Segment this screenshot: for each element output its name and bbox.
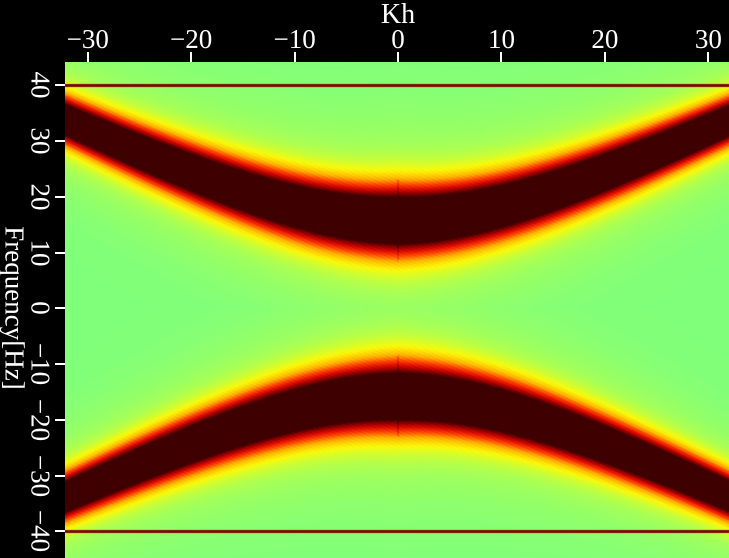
y-tick-label: 10 (25, 239, 56, 267)
x-tick-label: −20 (170, 24, 213, 54)
x-tick-label: 0 (391, 24, 405, 54)
y-tick-mark (55, 307, 65, 310)
y-tick-mark (55, 84, 65, 87)
y-tick-mark (55, 474, 65, 477)
x-tick-label: 20 (591, 24, 619, 54)
y-tick-mark (55, 530, 65, 533)
x-axis-title: Kh (380, 0, 416, 30)
y-tick-label: 30 (25, 127, 56, 155)
y-tick-label: 40 (25, 71, 56, 99)
y-tick-mark (55, 363, 65, 366)
y-tick-label: −20 (25, 398, 56, 441)
x-tick-mark (190, 52, 193, 62)
y-tick-label: −30 (25, 454, 56, 497)
plot-area (65, 62, 729, 558)
x-tick-mark (397, 52, 400, 62)
y-tick-label: −40 (25, 510, 56, 553)
x-tick-label: −10 (273, 24, 316, 54)
x-tick-label: 10 (487, 24, 515, 54)
x-tick-label: 30 (694, 24, 722, 54)
y-tick-label: −10 (25, 342, 56, 386)
x-tick-mark (86, 52, 89, 62)
y-axis-title: Frequency[Hz] (0, 226, 30, 391)
x-tick-label: −30 (66, 24, 109, 54)
y-tick-label: 0 (25, 301, 56, 316)
x-tick-mark (707, 52, 710, 62)
y-tick-mark (55, 251, 65, 254)
y-tick-mark (55, 140, 65, 143)
fk-heatmap-canvas (65, 62, 729, 558)
x-tick-mark (293, 52, 296, 62)
x-tick-mark (500, 52, 503, 62)
x-tick-mark (603, 52, 606, 62)
y-tick-mark (55, 195, 65, 198)
y-tick-mark (55, 418, 65, 421)
y-tick-label: 20 (25, 183, 56, 211)
